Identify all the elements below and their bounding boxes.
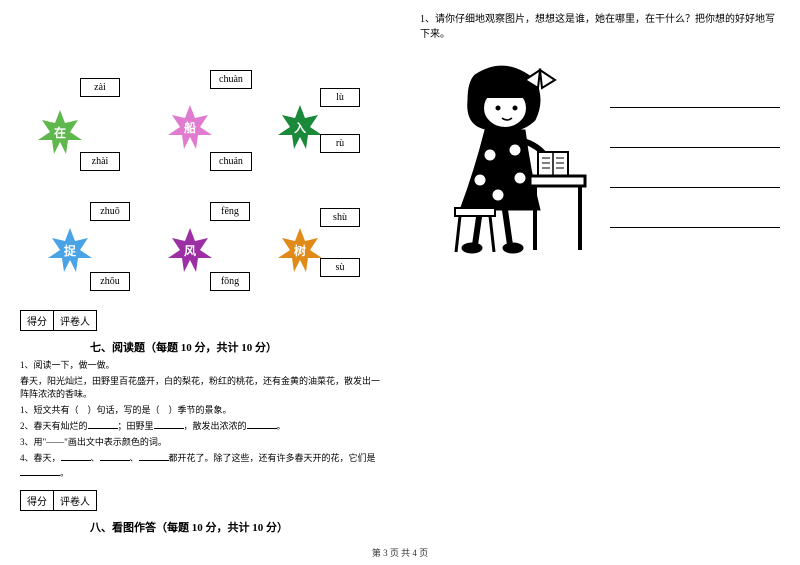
pinyin-box: zhài — [80, 152, 120, 171]
answer-line — [610, 160, 780, 188]
blank — [247, 419, 277, 429]
score-col-grader: 评卷人 — [54, 311, 97, 331]
pinyin-matching-diagram: 在 船 入 捉 风 树 zài zh — [20, 10, 380, 300]
reading-block: 1、阅读一下，做一做。 春天，阳光灿烂，田野里百花盛开，白的梨花，粉红的桃花，还… — [20, 359, 380, 480]
pinyin-box: zhōu — [90, 272, 130, 291]
star-label: 在 — [54, 124, 66, 141]
section-8-title: 八、看图作答（每题 10 分，共计 10 分） — [90, 519, 380, 535]
writing-prompt: 1、请你仔细地观察图片，想想这是谁，她在哪里，在干什么？把你想的好好地写下来。 — [420, 10, 780, 40]
q4-part: 都开花了。除了这些，还有许多春天开的花，它们是 — [169, 453, 376, 463]
star-label: 捉 — [64, 242, 76, 259]
pinyin-box: fēng — [210, 202, 250, 221]
q4-part: 、 — [91, 453, 100, 463]
answer-lines — [610, 60, 780, 260]
blank — [100, 451, 130, 461]
pinyin-box: zhuō — [90, 202, 130, 221]
pinyin-box: lù — [320, 88, 360, 107]
q4-part: 4、春天， — [20, 453, 61, 463]
pinyin-box: fōng — [210, 272, 250, 291]
pinyin-box: shù — [320, 208, 360, 227]
reading-intro: 1、阅读一下，做一做。 — [20, 359, 380, 373]
blank — [20, 466, 60, 476]
answer-line — [610, 120, 780, 148]
star-zhuo: 捉 — [48, 228, 92, 272]
star-label: 风 — [184, 242, 196, 259]
star-zai: 在 — [38, 110, 82, 154]
star-label: 船 — [184, 119, 196, 136]
reading-q1: 1、短文共有（ ）句话，写的是（ ）季节的景象。 — [20, 404, 380, 418]
score-col-score: 得分 — [21, 311, 54, 331]
section-7-title: 七、阅读题（每题 10 分，共计 10 分） — [90, 339, 380, 355]
blank — [61, 451, 91, 461]
page-footer: 第 3 页 共 4 页 — [0, 546, 800, 559]
pinyin-box: chuán — [210, 152, 252, 171]
star-shu: 树 — [278, 228, 322, 272]
reading-passage: 春天，阳光灿烂，田野里百花盛开，白的梨花，粉红的桃花，还有金黄的油菜花，散发出一… — [20, 375, 380, 402]
reading-q4: 4、春天， 、 、 都开花了。除了这些，还有许多春天开的花，它们是 。 — [20, 451, 380, 480]
blank — [88, 419, 118, 429]
pinyin-box: chuàn — [210, 70, 252, 89]
reading-q2: 2、春天有灿烂的 ；田野里 ，散发出浓浓的 。 — [20, 419, 380, 434]
q4-part: 。 — [60, 468, 69, 478]
pinyin-box: sù — [320, 258, 360, 277]
score-col-grader: 评卷人 — [54, 491, 97, 511]
q2-part: 2、春天有灿烂的 — [20, 421, 88, 431]
score-table: 得分 评卷人 — [20, 310, 97, 331]
answer-line — [610, 200, 780, 228]
star-ru: 入 — [278, 105, 322, 149]
score-table-2: 得分 评卷人 — [20, 490, 97, 511]
girl-reading-illustration — [420, 60, 590, 260]
pinyin-box: rù — [320, 134, 360, 153]
q4-part: 、 — [130, 453, 139, 463]
star-chuan: 船 — [168, 105, 212, 149]
blank — [154, 419, 184, 429]
q2-part: ；田野里 — [118, 421, 154, 431]
star-label: 树 — [294, 242, 306, 259]
reading-q3: 3、用"——"画出文中表示颜色的词。 — [20, 436, 380, 450]
star-feng: 风 — [168, 228, 212, 272]
q2-part: ，散发出浓浓的 — [184, 421, 247, 431]
star-label: 入 — [294, 119, 306, 136]
score-col-score: 得分 — [21, 491, 54, 511]
pinyin-box: zài — [80, 78, 120, 97]
answer-line — [610, 80, 780, 108]
q2-part: 。 — [277, 421, 286, 431]
blank — [139, 451, 169, 461]
